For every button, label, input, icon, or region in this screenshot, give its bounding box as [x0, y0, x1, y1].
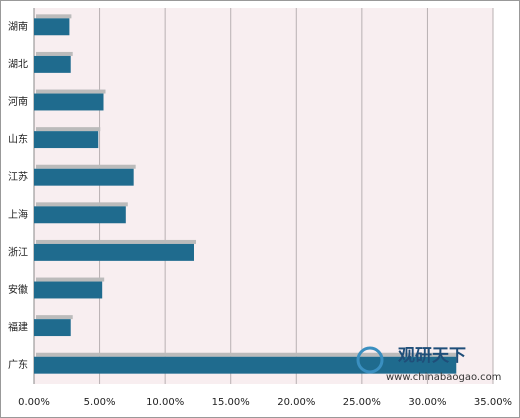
bar-shadow — [36, 51, 73, 56]
watermark: 观研天下 www.chinabaogao.com — [356, 346, 501, 383]
bar — [34, 18, 70, 36]
y-tick-label: 浙江 — [8, 246, 28, 258]
x-tick-label: 0.00% — [18, 397, 50, 408]
bar-shadow — [36, 315, 73, 320]
x-tick-label: 35.00% — [474, 397, 512, 408]
y-tick-label: 河南 — [8, 95, 28, 108]
bar — [34, 281, 103, 299]
bar — [34, 243, 194, 261]
y-tick-label: 山东 — [8, 133, 28, 146]
x-tick-label: 20.00% — [277, 397, 315, 408]
bar — [34, 206, 126, 224]
bar — [34, 93, 104, 111]
bar — [34, 55, 71, 73]
bar — [34, 319, 71, 337]
y-tick-label: 江苏 — [8, 170, 28, 183]
bar-shadow — [36, 89, 106, 94]
x-tick-label: 15.00% — [212, 397, 250, 408]
watermark-url: www.chinabaogao.com — [386, 372, 501, 383]
bar — [34, 131, 99, 149]
y-tick-label: 上海 — [8, 208, 28, 221]
y-tick-label: 福建 — [8, 321, 28, 334]
bar-shadow — [36, 14, 72, 19]
bar-shadow — [36, 127, 101, 132]
x-tick-label: 10.00% — [146, 397, 184, 408]
bar-shadow — [36, 352, 459, 357]
bar-shadow — [36, 239, 196, 244]
y-tick-label: 湖南 — [8, 20, 28, 33]
watermark-logo — [356, 346, 384, 374]
bar-shadow — [36, 277, 105, 282]
bar-shadow — [36, 164, 136, 169]
y-tick-label: 安徽 — [8, 283, 28, 296]
bar-shadow — [36, 202, 128, 207]
bar — [34, 168, 134, 186]
bar — [34, 356, 457, 374]
watermark-brand: 观研天下 — [397, 346, 466, 366]
x-tick-label: 5.00% — [84, 397, 116, 408]
plot-area — [34, 8, 493, 384]
x-tick-label: 30.00% — [408, 397, 446, 408]
y-tick-label: 广东 — [8, 358, 28, 371]
y-tick-label: 湖北 — [8, 58, 28, 70]
x-tick-label: 25.00% — [343, 397, 381, 408]
